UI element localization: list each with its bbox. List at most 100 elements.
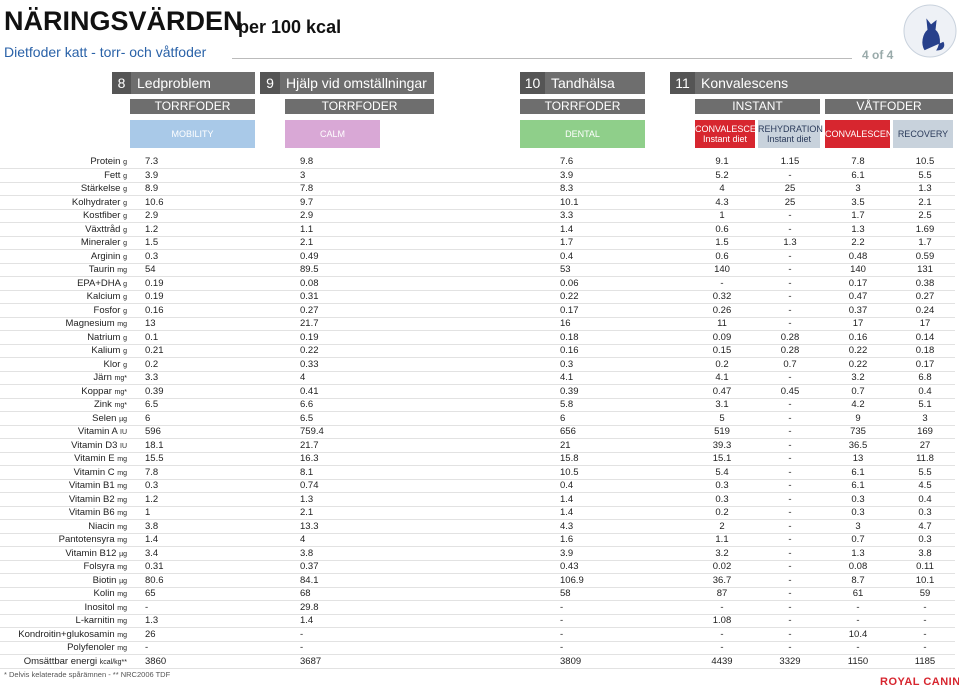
cell: 0.19 — [300, 331, 319, 343]
cell: 0.3 — [715, 480, 729, 491]
row-label: Mineraler g — [81, 236, 127, 250]
cell: 0.4 — [918, 493, 932, 505]
cell: 3.8 — [145, 520, 159, 532]
cell: 0.22 — [848, 358, 868, 370]
cell: 1.2 — [145, 223, 159, 235]
cell: 27 — [919, 439, 931, 451]
cell: 9.8 — [300, 156, 314, 167]
cell: 3.9 — [560, 169, 574, 181]
cell: 519 — [714, 426, 730, 437]
cell: 0.19 — [145, 277, 164, 289]
cell: 4 — [719, 183, 725, 194]
cell: 0.3 — [851, 507, 865, 518]
cell: 0.17 — [915, 358, 935, 370]
cell: 11 — [717, 318, 727, 329]
cell: 0.14 — [915, 331, 935, 343]
row-label: Biotin µg — [93, 574, 127, 588]
cell: - — [788, 493, 792, 505]
label-text: Fett — [104, 169, 121, 181]
cell: 1.7 — [918, 237, 932, 248]
cell: 0.59 — [915, 250, 935, 262]
cell: 0.22 — [560, 291, 579, 302]
label-text: Vitamin E — [74, 453, 115, 464]
product-name: MOBILITY — [171, 129, 214, 139]
cell: 1 — [145, 507, 151, 518]
cell: - — [560, 628, 564, 640]
cell: 0.39 — [560, 385, 579, 397]
row-line — [0, 667, 955, 669]
row-line — [0, 424, 955, 426]
row-line — [0, 397, 955, 399]
cell: 2.1 — [918, 196, 932, 208]
cell: 68 — [300, 588, 311, 599]
label-text: Kolhydrater — [71, 196, 121, 208]
cell: 0.08 — [848, 561, 868, 572]
cell: 1185 — [914, 655, 936, 667]
unit: mg — [117, 510, 127, 517]
unit: g — [123, 334, 127, 342]
cell: 0.4 — [560, 250, 574, 262]
cell: 58 — [560, 588, 571, 599]
cell: 1.3 — [145, 615, 159, 626]
cell: 3 — [855, 520, 861, 532]
row-label: Vitamin A IU — [78, 425, 127, 439]
row-line — [0, 532, 955, 534]
cell: 39.3 — [712, 439, 732, 451]
cell: 16 — [560, 318, 571, 329]
row-line — [0, 343, 955, 345]
row-label: L-karnitin mg — [76, 614, 127, 628]
cell: 5.8 — [560, 399, 574, 410]
cell: 0.2 — [715, 358, 729, 370]
cell: 0.41 — [300, 385, 319, 397]
row-label: Kolhydrater g — [72, 196, 127, 210]
cell: 2.2 — [851, 237, 865, 248]
label-text: Inositol — [84, 601, 115, 613]
product-box: CONVALESCENCE SUPPORT — [825, 120, 951, 148]
cell: 0.22 — [848, 345, 868, 356]
cell: 6.5 — [145, 399, 159, 410]
label-text: Vitamin B2 — [68, 493, 115, 505]
cell: 0.7 — [851, 534, 865, 545]
cell: 3687 — [300, 655, 322, 667]
cell: 0.3 — [145, 480, 159, 491]
unit: g — [123, 348, 127, 355]
cell: - — [788, 642, 792, 653]
label-text: Zink — [93, 399, 112, 410]
product-name: REHYDRATION — [758, 124, 823, 134]
product-note: Instant diet — [702, 134, 748, 144]
cell: 59 — [919, 588, 931, 599]
unit: mg — [117, 645, 127, 652]
product-name: CONVALESCENCE SUPPORT — [825, 129, 951, 139]
cell: 0.16 — [560, 345, 579, 356]
cell: 106.9 — [560, 574, 584, 586]
cell: 2.9 — [145, 210, 159, 221]
cell: 5.5 — [918, 169, 932, 181]
cell: 1 — [719, 210, 725, 221]
row-line — [0, 573, 955, 574]
row-line — [0, 613, 955, 615]
cell: - — [788, 453, 792, 464]
row-line — [0, 276, 955, 277]
row-label: Vitamin B1 mg — [69, 479, 127, 493]
cell: - — [856, 615, 860, 626]
cell: - — [788, 210, 792, 221]
cell: - — [720, 277, 724, 289]
format: TORRFODER — [520, 99, 645, 114]
row-line — [0, 559, 955, 561]
cell: 1.1 — [715, 534, 729, 545]
row-line — [0, 505, 955, 507]
unit: mg — [117, 564, 127, 571]
cell: 4.3 — [560, 520, 574, 532]
cell: 4.7 — [918, 520, 932, 532]
label-text: Fosfor — [93, 304, 121, 316]
cell: 3.8 — [918, 547, 932, 559]
row-line — [0, 370, 955, 372]
row-label: Fosfor g — [94, 304, 127, 318]
cell: 656 — [560, 426, 576, 437]
row-line — [0, 168, 955, 169]
cell: 0.3 — [715, 493, 729, 505]
row-label: Inositol mg — [85, 601, 127, 615]
cell: 0.26 — [712, 304, 732, 316]
cell: - — [788, 520, 792, 532]
cell: 4.5 — [918, 480, 932, 491]
